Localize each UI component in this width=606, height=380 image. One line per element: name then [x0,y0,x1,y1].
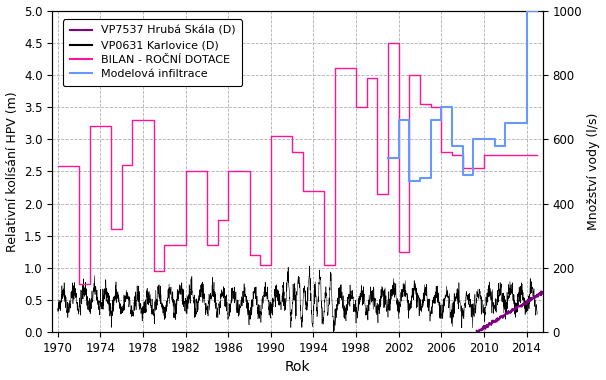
Y-axis label: Relativní kolísání HPV (m): Relativní kolísání HPV (m) [5,91,19,252]
Y-axis label: Množství vody (l/s): Množství vody (l/s) [587,113,601,230]
Legend: VP7537 Hrubá Skála (D), VP0631 Karlovice (D), BILAN - ROČNÍ DOTACE, Modelová inf: VP7537 Hrubá Skála (D), VP0631 Karlovice… [63,19,242,86]
X-axis label: Rok: Rok [285,361,310,374]
